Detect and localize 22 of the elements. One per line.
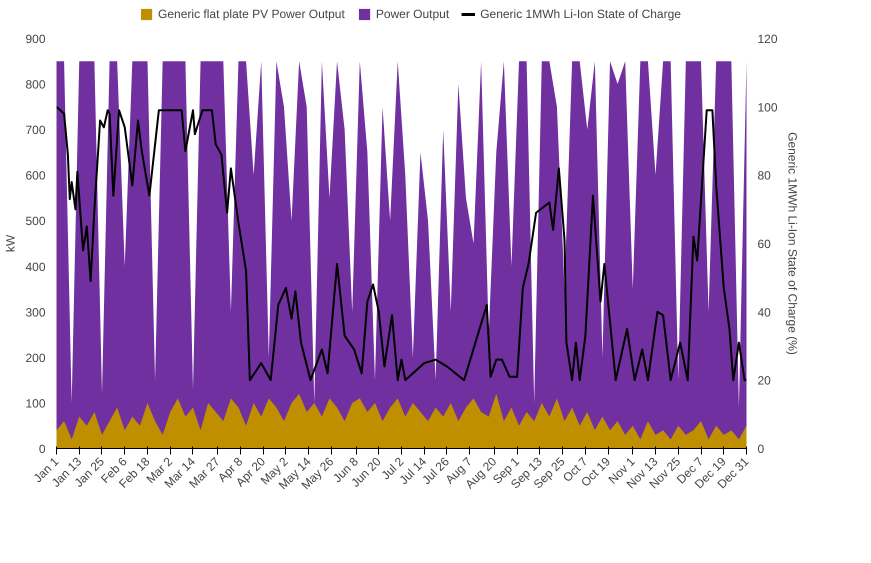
y-tick-label: 900 (25, 32, 46, 46)
y-tick-label: 300 (25, 305, 46, 320)
y2-tick-label: 100 (758, 100, 778, 114)
legend-label: Generic flat plate PV Power Output (158, 6, 345, 22)
y-axis-title: kW (3, 234, 18, 252)
y2-tick-label: 60 (758, 237, 772, 251)
y2-tick-label: 20 (758, 374, 772, 388)
y-tick-label: 0 (38, 442, 46, 456)
y-tick-label: 800 (25, 78, 46, 92)
y-tick-label: 100 (25, 396, 46, 410)
y2-tick-label: 120 (758, 32, 778, 46)
y2-tick-label: 40 (758, 305, 772, 320)
y2-tick-label: 80 (758, 168, 772, 183)
y2-axis-title: Generic 1MWh Li-Ion State of Charge (%) (786, 132, 800, 355)
legend-label: Generic 1MWh Li-Ion State of Charge (480, 6, 681, 22)
y-tick-label: 200 (25, 350, 46, 365)
y-tick-label: 600 (25, 168, 46, 183)
y2-tick-label: 0 (758, 442, 764, 456)
y-tick-label: 700 (25, 123, 46, 138)
y-tick-label: 400 (25, 260, 46, 274)
y-tick-label: 500 (25, 214, 46, 228)
legend-label: Power Output (376, 6, 450, 22)
